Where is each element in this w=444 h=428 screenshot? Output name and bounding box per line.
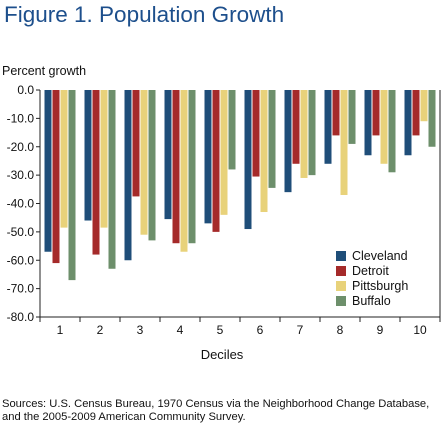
bar-cleveland-decile-8	[324, 90, 332, 164]
bar-buffalo-decile-3	[148, 90, 156, 241]
bar-detroit-decile-10	[412, 90, 420, 136]
x-tick-label: 6	[257, 323, 264, 337]
bar-pittsburgh-decile-8	[340, 90, 348, 195]
legend-label: Detroit	[352, 263, 389, 278]
y-tick-label: -30.0	[7, 168, 35, 182]
bar-detroit-decile-1	[52, 90, 60, 264]
bar-detroit-decile-2	[92, 90, 100, 255]
bar-detroit-decile-8	[332, 90, 340, 136]
y-tick-label: -20.0	[7, 140, 35, 154]
bar-buffalo-decile-1	[68, 90, 76, 281]
bar-pittsburgh-decile-9	[380, 90, 388, 164]
bar-chart: 0.0 -10.0 -20.0 -30.0 -40.0 -50.0 -60.0 -70.0 -8…	[7, 83, 441, 337]
bar-buffalo-decile-5	[228, 90, 236, 170]
bar-buffalo-decile-7	[308, 90, 316, 176]
bar-detroit-decile-7	[292, 90, 300, 164]
x-tick-label: 5	[217, 323, 224, 337]
legend-item-detroit: Detroit	[336, 263, 408, 278]
legend-swatch	[336, 295, 346, 306]
bar-cleveland-decile-1	[44, 90, 52, 252]
x-tick-label: 9	[377, 323, 384, 337]
legend-label: Cleveland	[352, 248, 408, 263]
bar-cleveland-decile-7	[284, 90, 292, 193]
y-tick-label: -40.0	[7, 197, 35, 211]
bar-buffalo-decile-2	[108, 90, 116, 269]
x-tick-label: 1	[57, 323, 64, 337]
bar-pittsburgh-decile-1	[60, 90, 68, 228]
chart-title: Figure 1. Population Growth	[4, 2, 285, 27]
bar-buffalo-decile-10	[428, 90, 436, 147]
legend: Cleveland Detroit Pittsburgh Buffalo	[336, 248, 408, 308]
bar-detroit-decile-6	[252, 90, 260, 177]
bar-pittsburgh-decile-5	[220, 90, 228, 215]
bar-detroit-decile-5	[212, 90, 220, 232]
bar-detroit-decile-3	[132, 90, 140, 197]
legend-item-buffalo: Buffalo	[336, 293, 408, 308]
x-tick-label: 7	[297, 323, 304, 337]
bar-pittsburgh-decile-4	[180, 90, 188, 252]
x-tick-label: 2	[97, 323, 104, 337]
bar-buffalo-decile-4	[188, 90, 196, 244]
bar-pittsburgh-decile-2	[100, 90, 108, 228]
bar-cleveland-decile-4	[164, 90, 172, 220]
bar-cleveland-decile-9	[364, 90, 372, 156]
y-tick-label: -70.0	[7, 282, 35, 296]
bars-group	[44, 90, 436, 281]
y-tick-label: -50.0	[7, 225, 35, 239]
bar-pittsburgh-decile-3	[140, 90, 148, 235]
legend-label: Buffalo	[352, 293, 391, 308]
x-tick-label: 10	[413, 323, 427, 337]
x-tick-label: 8	[337, 323, 344, 337]
bar-pittsburgh-decile-10	[420, 90, 428, 122]
source-note: Sources: U.S. Census Bureau, 1970 Census…	[2, 398, 430, 423]
bar-detroit-decile-9	[372, 90, 380, 136]
legend-swatch	[336, 250, 346, 261]
bar-cleveland-decile-2	[84, 90, 92, 221]
axes-group: 0.0 -10.0 -20.0 -30.0 -40.0 -50.0 -60.0 -70.0 -8…	[7, 83, 441, 337]
y-tick-label: -60.0	[7, 253, 35, 267]
bar-buffalo-decile-8	[348, 90, 356, 144]
y-tick-label: -80.0	[7, 310, 35, 324]
y-axis-title: Percent growth	[2, 64, 87, 78]
x-tick-label: 3	[137, 323, 144, 337]
bar-buffalo-decile-9	[388, 90, 396, 173]
legend-swatch	[336, 265, 346, 276]
legend-swatch	[336, 280, 346, 291]
bar-cleveland-decile-5	[204, 90, 212, 224]
legend-label: Pittsburgh	[352, 278, 409, 293]
bar-pittsburgh-decile-6	[260, 90, 268, 213]
bar-cleveland-decile-10	[404, 90, 412, 156]
y-tick-label: -10.0	[7, 111, 35, 125]
bar-pittsburgh-decile-7	[300, 90, 308, 178]
legend-item-pittsburgh: Pittsburgh	[336, 278, 408, 293]
bar-buffalo-decile-6	[268, 90, 276, 188]
bar-cleveland-decile-6	[244, 90, 252, 230]
legend-item-cleveland: Cleveland	[336, 248, 408, 263]
y-tick-label: 0.0	[17, 83, 34, 97]
bar-detroit-decile-4	[172, 90, 180, 244]
bar-cleveland-decile-3	[124, 90, 132, 261]
x-tick-label: 4	[177, 323, 184, 337]
x-axis-title: Deciles	[200, 347, 244, 362]
